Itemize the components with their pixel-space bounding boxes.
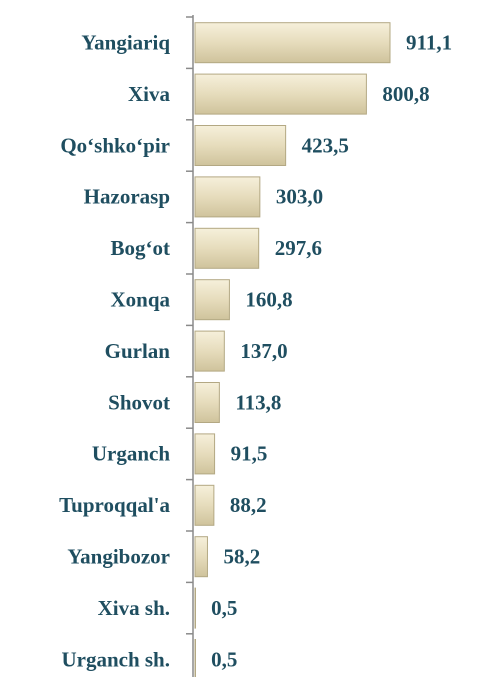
bar bbox=[194, 639, 196, 677]
bar bbox=[194, 536, 208, 578]
category-label: Gurlan bbox=[105, 339, 171, 363]
value-label: 800,8 bbox=[382, 82, 429, 106]
bar bbox=[194, 484, 215, 526]
value-label: 88,2 bbox=[230, 493, 267, 517]
value-label: 91,5 bbox=[231, 442, 268, 466]
value-label: 137,0 bbox=[240, 339, 287, 363]
category-label: Xiva bbox=[128, 82, 171, 106]
bar bbox=[194, 587, 196, 629]
value-label: 113,8 bbox=[235, 390, 281, 414]
value-label: 911,1 bbox=[406, 31, 452, 55]
category-label: Hazorasp bbox=[84, 185, 170, 209]
bar bbox=[194, 330, 225, 372]
value-label: 0,5 bbox=[211, 596, 237, 620]
bar bbox=[194, 382, 220, 423]
bar bbox=[194, 73, 367, 115]
category-label: Xiva sh. bbox=[98, 596, 170, 620]
category-label: Qo‘shko‘pir bbox=[60, 133, 170, 157]
category-label: Urganch bbox=[92, 442, 170, 466]
bar bbox=[194, 279, 230, 321]
bar bbox=[194, 125, 287, 166]
value-label: 58,2 bbox=[223, 545, 260, 569]
value-label: 423,5 bbox=[302, 133, 349, 157]
category-label: Bog‘ot bbox=[111, 236, 171, 260]
category-label: Yangibozor bbox=[67, 545, 170, 569]
value-label: 297,6 bbox=[275, 236, 322, 260]
bar bbox=[194, 227, 260, 269]
category-label: Urganch sh. bbox=[61, 647, 170, 671]
value-label: 303,0 bbox=[276, 185, 323, 209]
category-label: Shovot bbox=[108, 390, 170, 414]
category-label: Xonqa bbox=[110, 288, 170, 312]
value-label: 160,8 bbox=[245, 288, 292, 312]
bar bbox=[194, 176, 261, 218]
category-label: Tuproqqal'a bbox=[59, 493, 170, 517]
bar bbox=[194, 22, 391, 64]
category-label: Yangiariq bbox=[81, 31, 170, 55]
bar bbox=[194, 433, 216, 475]
value-label: 0,5 bbox=[211, 647, 237, 671]
